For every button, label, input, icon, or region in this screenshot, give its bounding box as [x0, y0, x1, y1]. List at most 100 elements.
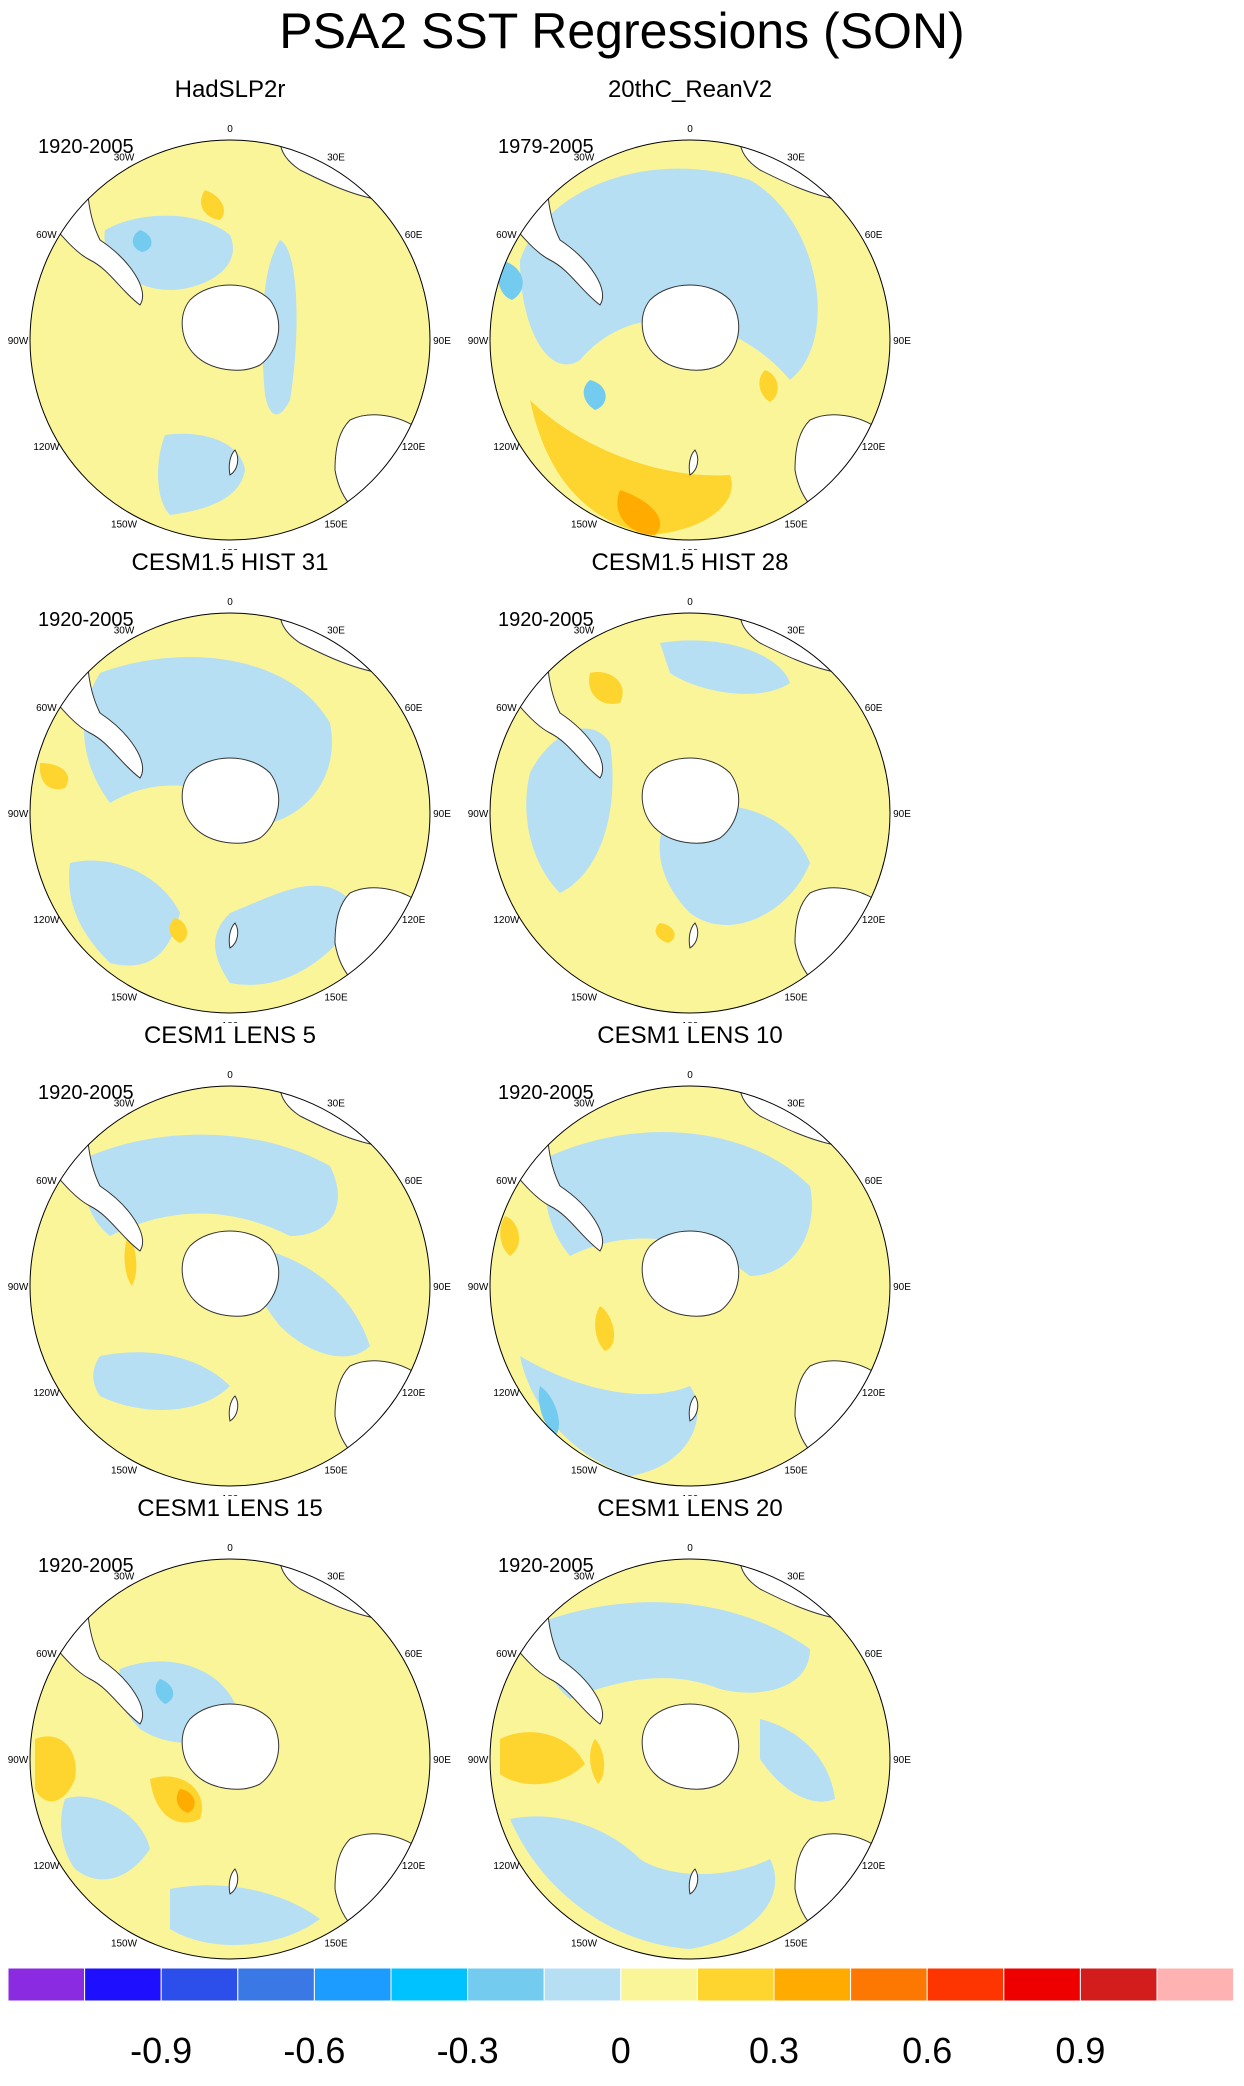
longitude-label: 180 [222, 548, 239, 550]
longitude-label: 0 [687, 1543, 693, 1554]
longitude-label: 150W [571, 520, 598, 531]
anomaly-contour [93, 1352, 230, 1410]
sst-field [30, 140, 430, 540]
longitude-label: 30W [574, 625, 595, 636]
longitude-label: 150E [324, 1466, 348, 1477]
map-panel: CESM1 LENS 10 1920-2005 0 30E 60E 90E 120E 150E… [460, 1021, 920, 1496]
longitude-label: 60W [36, 230, 57, 241]
longitude-label: 60W [496, 1176, 517, 1187]
sst-field [490, 1086, 890, 1486]
longitude-label: 90W [8, 1755, 29, 1766]
colorbar-tick-label: 0.3 [749, 2030, 799, 2071]
new-zealand-land [228, 449, 239, 476]
colorbar-swatch [543, 1968, 622, 2002]
longitude-label: 120E [402, 442, 426, 453]
anomaly-contour [215, 885, 360, 985]
longitude-label: 60W [36, 1649, 57, 1660]
longitude-label: 90W [468, 1282, 489, 1293]
longitude-label: 30W [574, 1098, 595, 1109]
anomaly-contour [589, 672, 623, 704]
polar-map: 030E60E90E120E150E180150W120W90W60W30W [468, 1070, 912, 1496]
anomaly-contour [85, 1134, 338, 1236]
sst-field [30, 1086, 430, 1486]
longitude-label: 30W [114, 152, 135, 163]
polar-map: 030E60E90E120E150E180150W120W90W60W30W [8, 597, 452, 1023]
anomaly-contour [500, 1216, 520, 1256]
map-panel: CESM1 LENS 5 1920-2005 0 30E 60E 90E 120E 150E 1… [0, 1021, 460, 1496]
longitude-label: 60W [496, 230, 517, 241]
panel-period: 1920-2005 [38, 609, 134, 631]
anomaly-contour [510, 1816, 776, 1949]
anomaly-contour [759, 370, 778, 402]
longitude-label: 150E [324, 1939, 348, 1950]
panel-period: 1920-2005 [38, 1082, 134, 1104]
longitude-label: 30E [327, 1571, 345, 1582]
longitude-label: 150E [324, 993, 348, 1004]
longitude-label: 60E [405, 1649, 423, 1660]
polar-map: 030E60E90E120E150E180150W120W90W60W30W [8, 124, 452, 550]
longitude-label: 30E [787, 625, 805, 636]
panel-title: CESM1 LENS 15 [137, 1495, 323, 1522]
longitude-label: 90E [893, 1755, 911, 1766]
longitude-label: 150W [111, 993, 138, 1004]
colorbar-swatch [620, 1968, 698, 2002]
anomaly-contour [169, 918, 188, 943]
colorbar-tick-label: -0.3 [437, 2030, 499, 2071]
main-title: PSA2 SST Regressions (SON) [279, 3, 965, 59]
longitude-label: 120W [33, 442, 60, 453]
panel-period: 1920-2005 [498, 1555, 594, 1577]
longitude-label: 60E [405, 230, 423, 241]
anomaly-contour [124, 1236, 137, 1286]
longitude-label: 90W [8, 809, 29, 820]
panel-period: 1920-2005 [498, 1082, 594, 1104]
colorbar-swatch [696, 1968, 775, 2002]
panel-title: 20thC_ReanV2 [607, 76, 773, 103]
new-zealand-land [688, 1395, 699, 1422]
colorbar-swatch [926, 1968, 1005, 2002]
polar-map: 030E60E90E120E150E180150W120W90W60W30W [468, 124, 912, 550]
longitude-label: 90E [433, 1755, 451, 1766]
longitude-label: 0 [687, 597, 693, 608]
longitude-label: 180 [222, 1021, 239, 1023]
longitude-label: 90E [433, 1282, 451, 1293]
longitude-label: 30W [114, 625, 135, 636]
polar-map: 030E60E90E120E150E180150W120W90W60W30W [8, 1543, 452, 1969]
panel-title: CESM1 LENS 10 [597, 1022, 783, 1049]
longitude-label: 0 [227, 124, 233, 135]
colorbar-swatch [850, 1968, 928, 2002]
panel-title: CESM1 LENS 5 [143, 1022, 317, 1049]
longitude-label: 150E [784, 1939, 808, 1950]
polar-map: 030E60E90E120E150E180150W120W90W60W30W [468, 1543, 912, 1969]
anomaly-contour [538, 1386, 560, 1436]
anomaly-contour [617, 490, 661, 535]
colorbar-swatch [773, 1968, 852, 2002]
map-border [29, 139, 431, 541]
longitude-label: 180 [682, 1494, 699, 1496]
longitude-label: 120E [862, 442, 886, 453]
anomaly-contour [262, 240, 297, 415]
colorbar-swatch [467, 1968, 545, 2002]
longitude-label: 120W [493, 1861, 520, 1872]
colorbar-tick-label: -0.9 [130, 2030, 192, 2071]
map-border [489, 139, 891, 541]
anomaly-contour [655, 923, 675, 943]
panel-title: HadSLP2r [174, 76, 286, 103]
map-panel: HadSLP2r 1920-2005 0 30E 60E 90E 120E 150E 180 15… [0, 75, 460, 550]
new-zealand-land [688, 922, 699, 949]
longitude-label: 30E [787, 1571, 805, 1582]
sst-field [490, 1559, 890, 1959]
map-border [29, 1085, 431, 1487]
colorbar-tick-label: 0.6 [902, 2030, 952, 2071]
panel-period: 1920-2005 [38, 136, 134, 158]
colorbar-swatch [390, 1968, 469, 2002]
longitude-label: 150E [784, 1466, 808, 1477]
longitude-label: 90W [8, 1282, 29, 1293]
antarctica-land [181, 1230, 280, 1317]
longitude-label: 60E [405, 1176, 423, 1187]
longitude-label: 60E [865, 1176, 883, 1187]
longitude-label: 60E [865, 703, 883, 714]
longitude-label: 120W [493, 915, 520, 926]
anomaly-contour [530, 400, 732, 535]
anomaly-contour [69, 860, 180, 966]
longitude-label: 180 [682, 1021, 699, 1023]
